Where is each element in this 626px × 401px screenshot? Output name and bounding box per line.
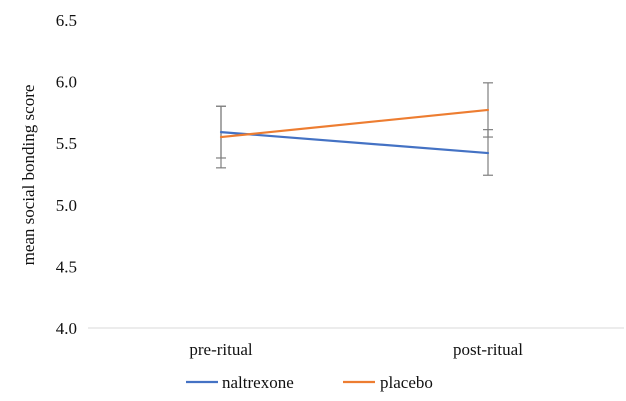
x-tick-label: post-ritual	[453, 340, 523, 359]
y-axis-label: mean social bonding score	[19, 85, 38, 266]
y-tick-label: 4.0	[56, 319, 77, 338]
y-axis-ticks: 4.0 4.5 5.0 5.5 6.0 6.5	[56, 11, 77, 338]
legend: naltrexone placebo	[186, 373, 433, 392]
series-lines	[219, 108, 490, 155]
series-line-naltrexone	[219, 131, 490, 155]
legend-label-placebo: placebo	[380, 373, 433, 392]
x-tick-label: pre-ritual	[189, 340, 253, 359]
y-tick-label: 5.0	[56, 196, 77, 215]
y-tick-label: 6.0	[56, 73, 77, 92]
series-line-placebo	[219, 108, 490, 139]
y-tick-label: 6.5	[56, 11, 77, 30]
x-axis-ticks: pre-ritual post-ritual	[189, 340, 523, 359]
y-tick-label: 5.5	[56, 134, 77, 153]
legend-label-naltrexone: naltrexone	[222, 373, 294, 392]
error-bars	[216, 82, 493, 176]
y-tick-label: 4.5	[56, 257, 77, 276]
